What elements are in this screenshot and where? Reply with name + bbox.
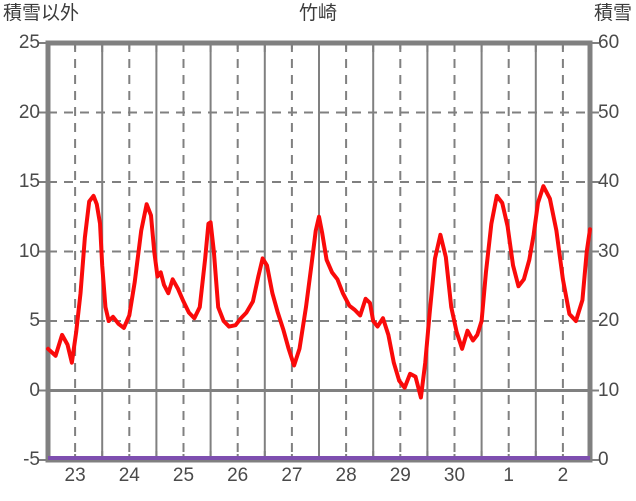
y-axis-left-tick-label: 20 (18, 101, 40, 123)
y-axis-right-tick-label: 60 (598, 32, 620, 53)
y-axis-left-tick-label: 25 (18, 32, 40, 53)
y-axis-right-tick-label: 30 (598, 240, 620, 262)
x-axis-tick-label: 29 (389, 465, 411, 486)
y-axis-left-tick-label: 10 (18, 240, 40, 262)
y-axis-left-tick-label: 0 (29, 379, 40, 401)
x-axis-tick-label: 27 (281, 465, 303, 486)
y-axis-right-tick-label: 10 (598, 379, 620, 401)
series-line-other (46, 184, 592, 400)
x-axis-tick-label: 24 (118, 465, 140, 486)
x-axis-tick-label: 1 (503, 465, 514, 486)
gridlines (48, 42, 590, 460)
axis-ticks (39, 42, 599, 461)
y-axis-right-tick-label: 50 (598, 101, 620, 123)
x-axis-tick-label: 28 (335, 465, 357, 486)
x-axis-tick-label: 23 (64, 465, 86, 486)
y-axis-left-tick-label: 5 (29, 310, 40, 331)
y-axis-left-tick-label: -5 (23, 449, 40, 470)
y-axis-left-tick-label: 15 (18, 171, 40, 192)
x-axis-tick-label: 2 (557, 465, 569, 486)
x-axis-tick-label: 30 (443, 465, 466, 486)
page-title: 竹崎 (298, 3, 337, 24)
x-axis-tick-label: 25 (172, 465, 195, 486)
y-axis-right-tick-label: 40 (598, 171, 620, 192)
left-axis-title: 積雪以外 (3, 3, 80, 24)
x-axis-tick-label: 26 (227, 465, 249, 486)
right-axis-title: 積雪 (593, 3, 632, 24)
y-axis-right-tick-label: 0 (598, 449, 609, 470)
y-axis-right-tick-label: 20 (598, 310, 620, 331)
